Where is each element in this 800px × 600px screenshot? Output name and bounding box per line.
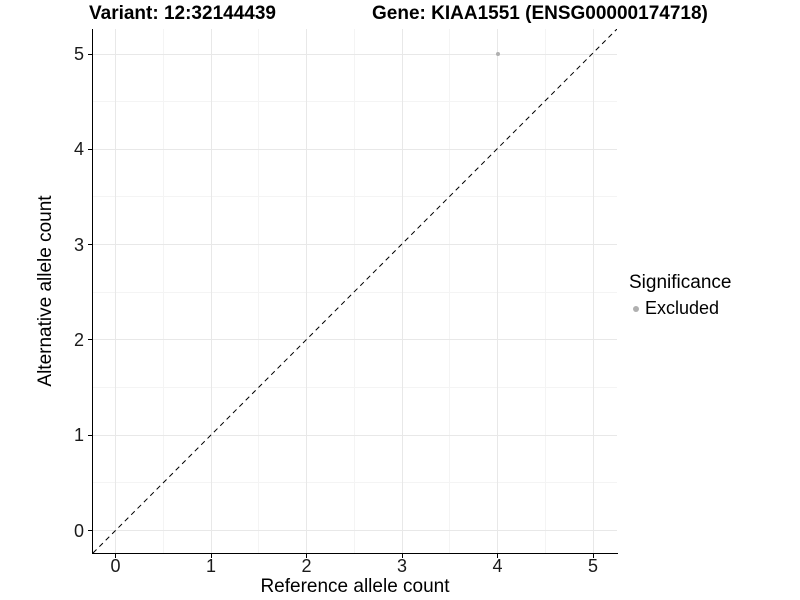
gridline-minor-horizontal [93, 196, 617, 198]
gridline-major-horizontal [93, 434, 617, 436]
x-tick-mark [210, 554, 212, 558]
legend-title: Significance [629, 272, 732, 293]
legend-items: Excluded [629, 298, 731, 319]
x-tick-label: 1 [205, 556, 216, 576]
x-tick-mark [115, 554, 116, 558]
plot-title-gene: Gene: KIAA1551 (ENSG00000174718) [372, 3, 708, 24]
gridline-major-vertical [115, 29, 116, 553]
y-tick-label: 1 [73, 425, 84, 446]
y-tick-label: 0 [73, 520, 84, 541]
x-tick-label: 2 [301, 556, 312, 576]
legend-key [629, 302, 643, 316]
identity-line [93, 29, 617, 553]
y-tick-mark [88, 244, 92, 246]
y-tick-mark [88, 53, 92, 55]
gridline-major-horizontal [93, 148, 617, 150]
gridline-minor-horizontal [93, 101, 617, 103]
gridline-major-horizontal [93, 53, 617, 55]
x-tick-label: 5 [587, 556, 598, 576]
x-tick-mark [401, 554, 403, 558]
x-tick-label: 3 [396, 556, 407, 576]
x-tick-label: 4 [492, 556, 503, 576]
y-tick-label: 2 [73, 329, 84, 350]
gridline-minor-horizontal [93, 482, 617, 484]
gridline-major-horizontal [93, 339, 617, 341]
x-tick-mark [497, 554, 498, 558]
x-tick-mark [306, 554, 307, 558]
y-tick-mark [88, 339, 92, 341]
y-tick-mark [88, 148, 92, 150]
legend: Significance Excluded [629, 272, 731, 319]
data-point [495, 52, 500, 56]
legend-key-dot [633, 305, 639, 312]
gridline-minor-vertical [162, 29, 164, 553]
gridline-major-vertical [497, 29, 498, 553]
gridline-minor-vertical [449, 29, 451, 553]
gridline-major-horizontal [93, 530, 617, 531]
gridline-minor-vertical [544, 29, 546, 553]
gridline-major-vertical [401, 29, 403, 553]
y-tick-label: 3 [73, 234, 84, 255]
gridline-minor-vertical [353, 29, 355, 553]
y-axis-title: Alternative allele count [35, 195, 56, 387]
plot-title-variant: Variant: 12:32144439 [89, 3, 276, 24]
y-axis-line [92, 29, 93, 554]
y-tick-mark [88, 434, 92, 436]
plot-panel [93, 29, 617, 553]
x-tick-mark [592, 554, 594, 558]
gridline-major-vertical [210, 29, 212, 553]
gridline-major-vertical [306, 29, 307, 553]
gridline-major-horizontal [93, 244, 617, 246]
gridline-minor-horizontal [93, 291, 617, 293]
x-axis-line [92, 553, 618, 554]
x-axis-title: Reference allele count [260, 576, 450, 597]
gridline-minor-horizontal [93, 387, 617, 389]
gridline-major-vertical [592, 29, 594, 553]
y-tick-label: 4 [73, 139, 84, 160]
legend-item: Excluded [629, 298, 731, 319]
legend-item-label: Excluded [645, 298, 720, 318]
gridline-minor-vertical [258, 29, 260, 553]
y-tick-label: 5 [73, 44, 84, 64]
x-tick-label: 0 [110, 556, 121, 576]
y-tick-mark [88, 530, 92, 531]
